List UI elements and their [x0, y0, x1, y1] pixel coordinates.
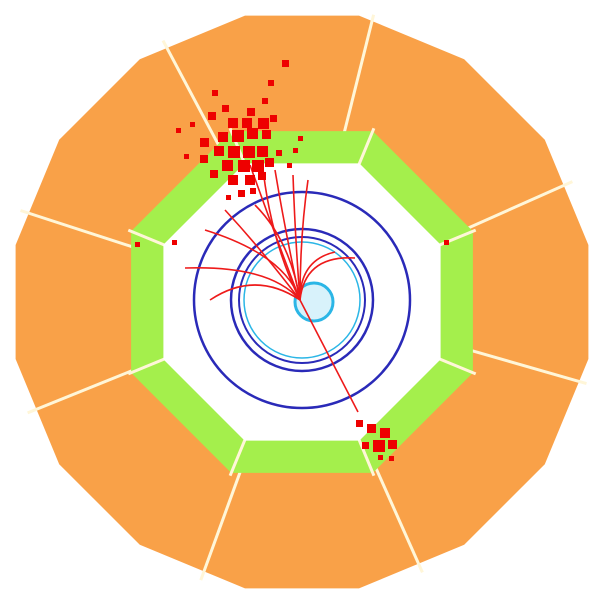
energy-deposit: [208, 112, 216, 120]
beam-pipe: [293, 281, 335, 323]
energy-deposit: [276, 150, 282, 156]
energy-deposit: [226, 195, 231, 200]
energy-deposit: [135, 242, 140, 247]
energy-deposit: [222, 160, 233, 171]
inner-separator-8: [436, 228, 477, 248]
inner-separator-1: [436, 356, 477, 376]
energy-deposit: [282, 60, 289, 67]
tracker-ring-outer: [192, 190, 412, 410]
energy-deposit: [184, 154, 189, 159]
energy-deposit: [172, 240, 177, 245]
energy-deposit: [232, 130, 244, 142]
energy-deposit: [388, 440, 397, 449]
energy-deposit: [228, 118, 238, 128]
energy-deposit: [287, 163, 292, 168]
energy-deposit: [176, 128, 181, 133]
energy-deposit: [228, 146, 240, 158]
energy-deposit: [247, 128, 258, 139]
inner-separator-5: [127, 228, 168, 248]
energy-deposits: [135, 60, 449, 461]
energy-deposit: [200, 155, 208, 163]
energy-deposit: [378, 455, 383, 460]
energy-deposit: [258, 172, 266, 180]
energy-deposit: [268, 80, 274, 86]
energy-deposit: [298, 136, 303, 141]
energy-deposit: [200, 138, 209, 147]
energy-deposit: [356, 420, 363, 427]
particle-track-7: [184, 266, 301, 301]
energy-deposit: [250, 188, 256, 194]
energy-deposit: [257, 146, 268, 157]
energy-deposit: [367, 424, 376, 433]
particle-track-13: [299, 299, 359, 413]
energy-deposit: [380, 428, 390, 438]
energy-deposit: [293, 148, 298, 153]
energy-deposit: [247, 108, 255, 116]
particle-track-4: [292, 174, 301, 301]
particle-track-11: [299, 251, 336, 301]
inner-separator-4: [127, 356, 168, 376]
energy-deposit: [242, 118, 252, 128]
energy-deposit: [252, 160, 264, 172]
energy-deposit: [190, 122, 195, 127]
energy-deposit: [362, 442, 369, 449]
energy-deposit: [238, 190, 245, 197]
energy-deposit: [262, 130, 271, 139]
energy-deposit: [243, 146, 255, 158]
particle-track-8: [209, 284, 301, 301]
particle-track-10: [299, 257, 356, 301]
energy-deposit: [373, 440, 385, 452]
particle-track-9: [224, 209, 301, 301]
particle-track-2: [249, 164, 301, 301]
energy-deposit: [238, 160, 250, 172]
inner-separator-3: [228, 436, 248, 477]
inner-separator-7: [356, 127, 376, 168]
particle-track-12: [254, 204, 301, 301]
energy-deposit: [245, 175, 255, 185]
energy-deposit: [212, 90, 218, 96]
energy-deposit: [222, 105, 229, 112]
energy-deposit: [270, 115, 277, 122]
energy-deposit: [389, 456, 394, 461]
energy-deposit: [218, 132, 228, 142]
energy-deposit: [214, 146, 224, 156]
energy-deposit: [210, 170, 218, 178]
energy-deposit: [265, 158, 274, 167]
particle-track-5: [299, 179, 309, 301]
energy-deposit: [258, 118, 269, 129]
inner-separator-2: [356, 436, 376, 477]
energy-deposit: [444, 240, 449, 245]
energy-deposit: [262, 98, 268, 104]
energy-deposit: [228, 175, 238, 185]
